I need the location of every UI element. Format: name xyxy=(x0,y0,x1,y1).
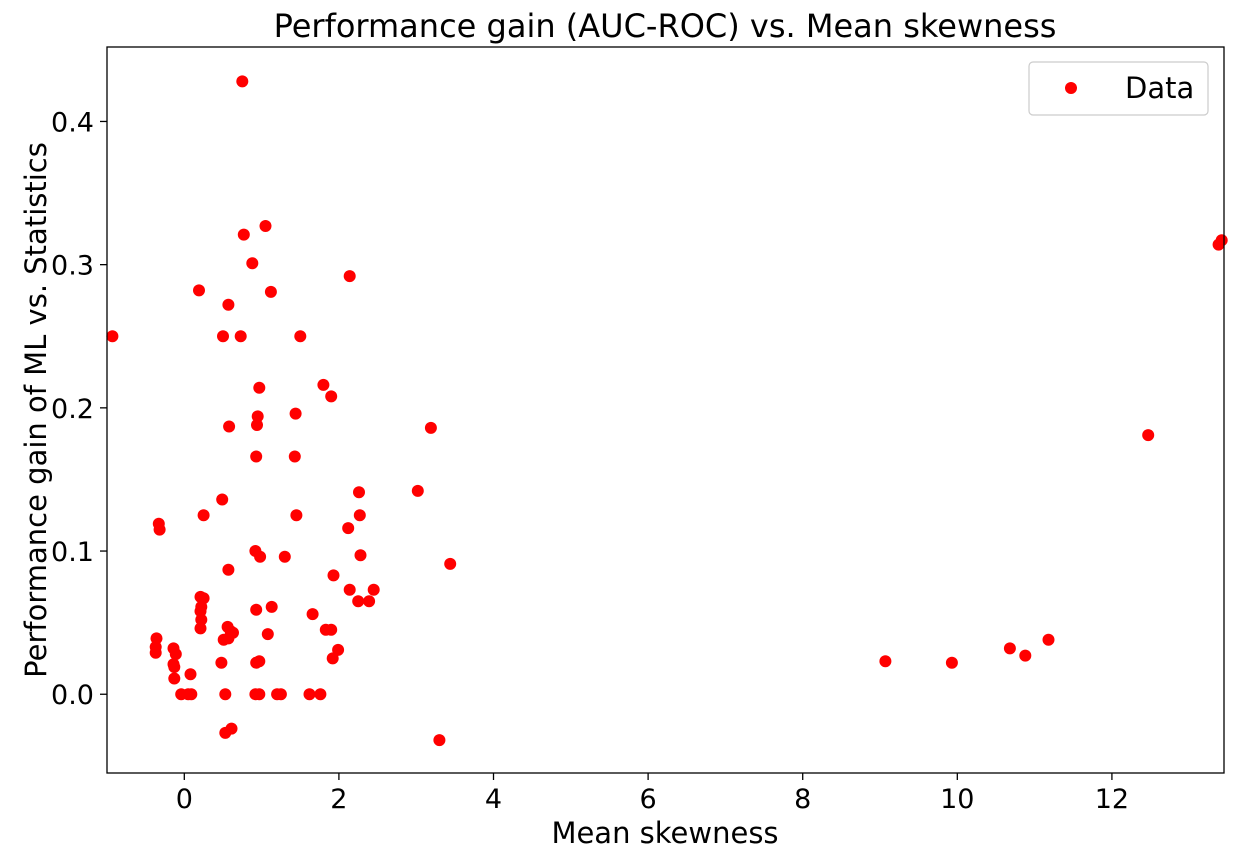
data-point xyxy=(237,228,250,241)
data-point xyxy=(219,688,232,701)
data-point xyxy=(314,688,327,701)
x-tick-label: 0 xyxy=(176,784,193,815)
data-point xyxy=(354,549,367,562)
data-point xyxy=(264,285,277,298)
data-point xyxy=(254,550,267,563)
data-point xyxy=(274,688,287,701)
data-point xyxy=(288,450,301,463)
data-point xyxy=(343,270,356,283)
data-point xyxy=(306,608,319,621)
data-point xyxy=(236,75,249,88)
data-point xyxy=(327,569,340,582)
data-point xyxy=(194,622,207,635)
data-point xyxy=(1003,642,1016,655)
data-point xyxy=(194,605,207,618)
data-point xyxy=(332,643,345,656)
data-point xyxy=(153,523,166,536)
y-tick-label: 0.0 xyxy=(51,680,94,711)
plot-area xyxy=(106,75,1228,747)
data-point xyxy=(289,407,302,420)
data-point xyxy=(1142,429,1155,442)
data-point xyxy=(411,484,424,497)
x-axis-label: Mean skewness xyxy=(551,816,778,850)
data-point xyxy=(168,661,181,673)
legend-box xyxy=(1028,61,1209,116)
data-point xyxy=(879,655,892,668)
y-tick-label: 0.4 xyxy=(51,107,94,138)
data-point xyxy=(197,509,210,522)
data-point xyxy=(253,655,266,668)
data-point xyxy=(223,420,236,433)
data-point xyxy=(234,330,247,343)
data-point xyxy=(303,688,316,701)
data-point xyxy=(193,284,205,297)
data-point xyxy=(195,613,208,626)
data-point xyxy=(945,656,958,669)
data-point xyxy=(169,648,182,661)
data-point xyxy=(367,583,380,596)
data-point xyxy=(1042,633,1055,646)
x-tick-label: 6 xyxy=(640,784,657,815)
data-point xyxy=(250,450,263,463)
data-point xyxy=(444,557,457,570)
x-tick-label: 12 xyxy=(1095,784,1129,815)
data-point xyxy=(215,656,228,669)
data-point xyxy=(216,493,229,506)
y-tick-label: 0.3 xyxy=(51,251,94,282)
x-tick-label: 8 xyxy=(794,784,811,815)
y-axis-label: Performance gain of ML vs. Statistics xyxy=(19,142,53,678)
data-point xyxy=(342,522,355,535)
data-point xyxy=(106,330,119,343)
data-point xyxy=(1019,649,1032,662)
data-point xyxy=(250,603,263,616)
data-point xyxy=(317,378,330,391)
y-tick-label: 0.2 xyxy=(51,394,94,425)
data-point xyxy=(325,390,338,403)
data-point xyxy=(290,509,303,522)
data-point xyxy=(265,600,278,613)
data-point xyxy=(433,734,446,747)
data-point xyxy=(253,688,266,701)
data-point xyxy=(222,298,235,311)
chart-title: Performance gain (AUC-ROC) vs. Mean skew… xyxy=(274,7,1057,45)
data-point xyxy=(294,330,307,343)
data-point xyxy=(353,486,365,499)
y-tick-label: 0.1 xyxy=(51,537,94,568)
legend-entry-data: Data xyxy=(1125,71,1194,105)
data-point xyxy=(353,509,366,522)
data-point xyxy=(253,381,266,394)
data-point xyxy=(259,220,272,232)
axes: 0 2 4 6 8 10 12 0.0 0.1 0.2 0.3 0.4 xyxy=(51,107,1129,815)
legend-marker xyxy=(1065,82,1077,94)
data-point xyxy=(217,330,229,343)
data-point xyxy=(424,421,437,434)
data-point xyxy=(251,410,264,423)
data-point xyxy=(222,632,235,645)
data-point xyxy=(278,550,291,563)
data-point xyxy=(168,672,181,685)
plot-frame xyxy=(106,46,1225,774)
data-point xyxy=(1215,234,1228,247)
data-point xyxy=(185,688,198,701)
data-point xyxy=(184,668,197,681)
data-point xyxy=(343,583,356,596)
data-point xyxy=(325,623,338,636)
x-tick-label: 2 xyxy=(330,784,347,815)
x-tick-label: 4 xyxy=(485,784,502,815)
x-tick-label: 10 xyxy=(940,784,974,815)
data-point xyxy=(352,595,365,608)
data-point xyxy=(261,628,274,641)
data-point xyxy=(363,595,376,608)
data-point xyxy=(251,419,263,431)
data-point xyxy=(150,632,163,645)
data-point xyxy=(225,722,238,735)
legend: Data xyxy=(1028,61,1209,116)
data-point xyxy=(149,646,162,659)
data-point xyxy=(222,563,235,576)
data-point xyxy=(246,257,259,270)
data-point xyxy=(326,652,339,665)
